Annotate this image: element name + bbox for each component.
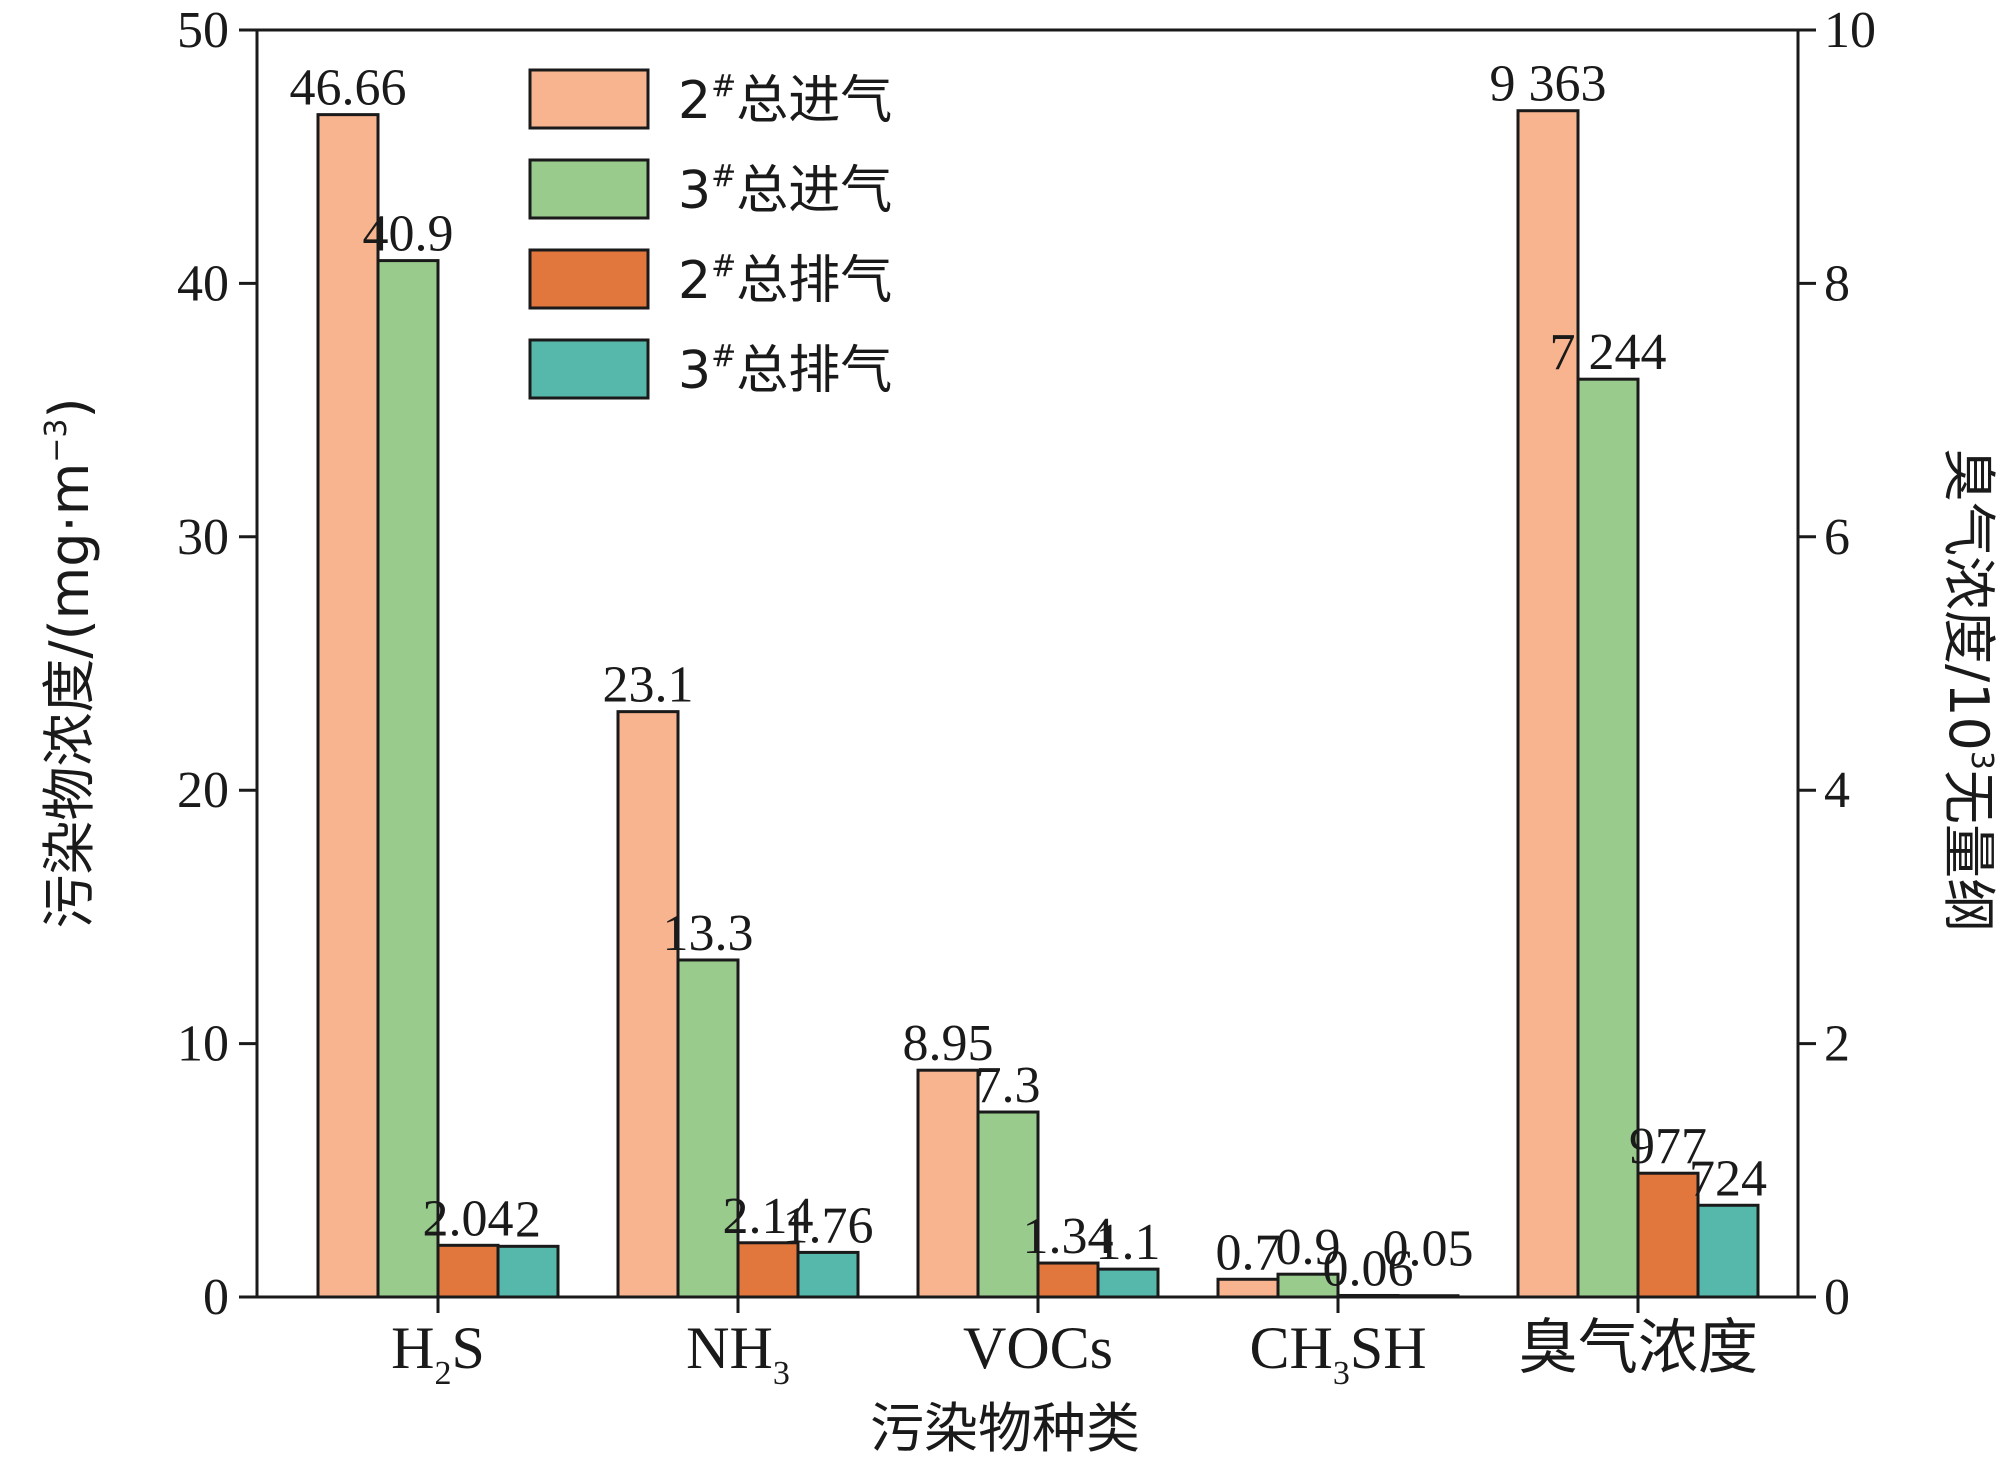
legend-label-1: 3#总进气 [678, 159, 892, 221]
data-labels: 46.66 40.9 2.04 2 23.1 13.3 2.141.76 8.957.3 1.3… [290, 56, 1768, 1298]
y-axis-right: 0 2 4 6 8 10 [1798, 2, 1876, 1326]
legend-swatch-2 [528, 248, 650, 310]
data-label-0-1: 40.9 [363, 206, 454, 263]
legend-swatch-0 [528, 68, 650, 130]
bar-2-1 [976, 1110, 1040, 1299]
y-tick-label-10: 10 [177, 1016, 229, 1073]
legend-swatch-3 [528, 338, 650, 400]
y2-tick-label-6: 6 [1824, 509, 1850, 566]
y2-tick-label-2: 2 [1824, 1016, 1850, 1073]
y2-tick-label-8: 8 [1824, 255, 1850, 312]
bars [316, 109, 1760, 1299]
data-label-0-3: 2 [515, 1191, 541, 1248]
data-label-4-2: 977 [1629, 1118, 1707, 1175]
category-label-1: NH3 [686, 1315, 790, 1392]
y-tick-label-50: 50 [177, 2, 229, 59]
bar-0-3 [496, 1244, 560, 1299]
bar-1-3 [796, 1250, 860, 1299]
data-label-2-3: 1.1 [1096, 1214, 1161, 1271]
data-label-3-2: 0.06 [1323, 1240, 1414, 1297]
data-label-1-2: 2.14 [723, 1188, 814, 1245]
y-axis-left: 0 10 20 30 40 50 [177, 2, 257, 1326]
bar-1-0 [616, 710, 680, 1299]
bar-0-0 [316, 113, 380, 1299]
y-tick-label-20: 20 [177, 762, 229, 819]
bar-4-3 [1696, 1203, 1760, 1299]
category-label-0: H2S [391, 1315, 485, 1392]
category-label-2: VOCs [963, 1315, 1113, 1381]
bar-0-1 [376, 259, 440, 1299]
data-label-4-1: 7 244 [1550, 324, 1667, 381]
legend-label-2: 2#总排气 [678, 249, 892, 311]
data-label-1-3: 1.76 [783, 1197, 874, 1254]
category-label-3: CH3SH [1249, 1315, 1426, 1392]
bar-2-2 [1036, 1261, 1100, 1299]
data-label-1-0: 23.1 [603, 657, 694, 714]
y-tick-label-0: 0 [203, 1269, 229, 1326]
y-axis-title: 污染物浓度/(mg·m−3) [38, 397, 101, 928]
data-label-0-2: 2.04 [423, 1190, 514, 1247]
y-tick-label-40: 40 [177, 255, 229, 312]
data-label-2-2: 1.34 [1023, 1208, 1114, 1265]
data-label-3-1: 0.9 [1276, 1219, 1341, 1276]
bar-4-0 [1516, 109, 1580, 1299]
bar-3-0 [1216, 1277, 1280, 1299]
bar-4-1 [1576, 377, 1640, 1299]
legend-swatch-1 [528, 158, 650, 220]
legend-label-3: 3#总排气 [678, 339, 892, 401]
y2-tick-label-10: 10 [1824, 2, 1876, 59]
y2-tick-label-4: 4 [1824, 762, 1850, 819]
x-axis-title: 污染物种类 [870, 1397, 1140, 1460]
x-axis: H2S NH3 VOCs CH3SH 臭气浓度 [391, 1297, 1758, 1392]
data-label-1-1: 13.3 [663, 905, 754, 962]
legend-label-0: 2#总进气 [678, 69, 892, 131]
data-label-3-0: 0.7 [1216, 1224, 1281, 1281]
bar-1-1 [676, 958, 740, 1299]
data-label-4-3: 724 [1689, 1150, 1767, 1207]
data-label-3-3: 0.05 [1383, 1221, 1474, 1278]
y2-axis-title: 臭气浓度/103无量纲 [1937, 448, 2000, 932]
y2-tick-label-0: 0 [1824, 1269, 1850, 1326]
bar-0-2 [436, 1243, 500, 1299]
bar-2-0 [916, 1068, 980, 1299]
data-label-2-0: 8.95 [903, 1015, 994, 1072]
y-tick-label-30: 30 [177, 509, 229, 566]
category-label-4: 臭气浓度 [1518, 1315, 1758, 1381]
data-label-0-0: 46.66 [290, 60, 407, 117]
data-label-2-1: 7.3 [976, 1057, 1041, 1114]
data-label-4-0: 9 363 [1490, 56, 1607, 113]
plot-frame [255, 28, 1800, 1299]
legend: 2#总进气 3#总进气 2#总排气 3#总排气 [528, 68, 892, 401]
bar-2-3 [1096, 1267, 1160, 1299]
bar-4-2 [1636, 1171, 1700, 1299]
